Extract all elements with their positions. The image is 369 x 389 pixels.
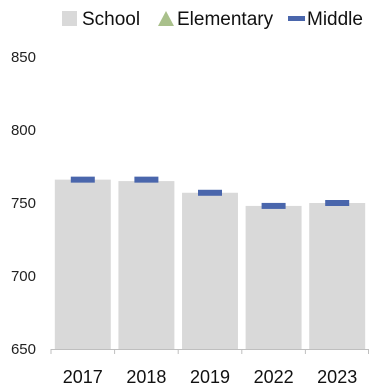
legend-label-school: School — [82, 9, 140, 30]
y-tick-label: 800 — [11, 122, 36, 139]
x-category-label: 2019 — [190, 367, 230, 387]
legend-swatch-school — [62, 11, 77, 26]
y-tick-label: 850 — [11, 49, 36, 66]
legend: School Elementary Middle — [62, 9, 363, 30]
bar-school — [245, 205, 302, 349]
marker-middle — [198, 189, 222, 196]
x-category-label: 2023 — [317, 367, 357, 387]
bar-school — [182, 192, 238, 349]
marker-middle — [134, 176, 159, 183]
y-tick-label: 700 — [11, 268, 36, 285]
x-axis-labels: 2017 2018 2019 2022 2023 — [63, 367, 357, 387]
x-category-label: 2022 — [254, 367, 294, 387]
marker-middle — [70, 176, 95, 183]
bar-school — [309, 203, 366, 349]
x-category-label: 2017 — [63, 367, 103, 387]
x-category-label: 2018 — [126, 367, 166, 387]
markers — [70, 176, 350, 209]
marker-middle — [325, 200, 350, 206]
bars — [54, 179, 366, 349]
y-tick-label: 750 — [11, 195, 36, 212]
y-tick-label: 650 — [11, 341, 36, 358]
legend-label-middle: Middle — [307, 9, 363, 30]
legend-label-elementary: Elementary — [177, 9, 274, 30]
y-axis-ticks: 650 700 750 800 850 — [11, 49, 36, 358]
bar-school — [54, 179, 111, 349]
marker-middle — [261, 202, 286, 209]
bar-school — [118, 181, 175, 349]
legend-swatch-middle — [288, 16, 305, 21]
legend-swatch-elementary — [158, 11, 174, 26]
